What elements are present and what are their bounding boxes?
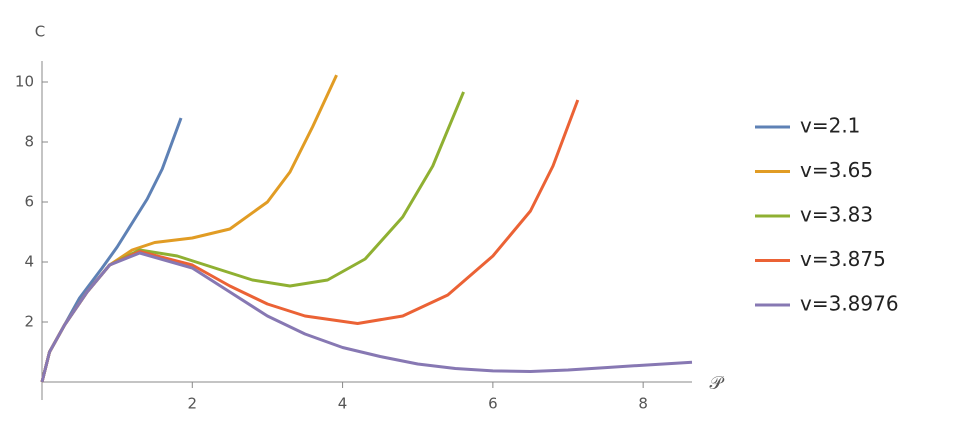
y-tick-label: 4: [24, 253, 34, 271]
line: [40, 74, 338, 383]
line: [40, 251, 693, 383]
y-tick-label: 6: [24, 193, 34, 211]
legend-label: v=3.8976: [800, 292, 899, 316]
y-tick-label: 2: [24, 313, 34, 331]
x-tick-label: 2: [188, 395, 198, 413]
legend-label: v=2.1: [800, 114, 860, 138]
y-tick-label: 10: [15, 73, 34, 91]
line: [40, 91, 465, 383]
legend-label: v=3.83: [800, 203, 873, 227]
legend-label: v=3.65: [800, 158, 873, 182]
y-tick-label: 8: [24, 133, 34, 151]
legend-label: v=3.875: [800, 247, 886, 271]
x-axis-label: 𝒫: [710, 373, 725, 394]
x-tick-label: 8: [638, 395, 648, 413]
x-tick-label: 4: [338, 395, 348, 413]
y-axis-label: C: [35, 23, 45, 41]
x-tick-label: 6: [488, 395, 498, 413]
line: [40, 117, 183, 383]
